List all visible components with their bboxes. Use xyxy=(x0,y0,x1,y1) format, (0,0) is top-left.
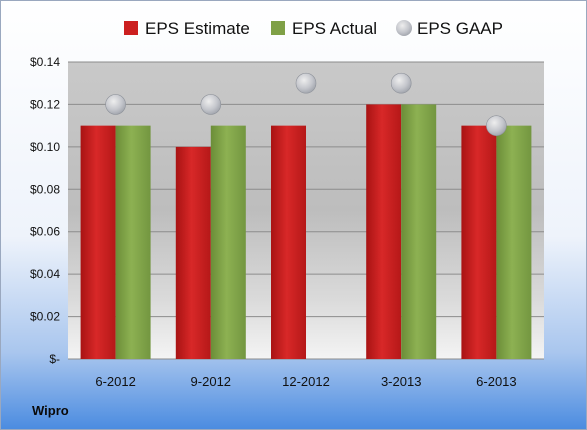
marker-eps-gaap-6-2013 xyxy=(486,115,507,136)
y-tick-label: $0.10 xyxy=(30,140,60,154)
y-tick-label: $0.14 xyxy=(30,55,60,69)
legend-label-eps-gaap: EPS GAAP xyxy=(417,19,503,38)
bar-eps-actual-6-2012 xyxy=(115,125,151,360)
x-category-label: 9-2012 xyxy=(191,374,231,389)
y-tick-label: $0.12 xyxy=(30,97,60,111)
x-category-label: 3-2013 xyxy=(381,374,421,389)
bar-eps-actual-9-2012 xyxy=(210,125,246,360)
gaap-markers xyxy=(105,72,507,136)
bar-eps-estimate-9-2012 xyxy=(175,146,211,359)
y-tick-label: $0.02 xyxy=(30,310,60,324)
y-tick-label: $0.08 xyxy=(30,182,60,196)
marker-eps-gaap-9-2012 xyxy=(200,94,222,115)
bar-eps-actual-3-2013 xyxy=(401,104,437,359)
bar-eps-estimate-6-2013 xyxy=(461,125,497,360)
bar-eps-estimate-6-2012 xyxy=(80,125,116,360)
y-axis-ticks: $- $0.02 $0.04 $0.06 $0.08 $0.10 $0.12 $0.14 xyxy=(30,55,60,366)
y-tick-label: $0.04 xyxy=(30,267,60,281)
legend-swatch-eps-gaap xyxy=(396,20,412,36)
legend-label-eps-actual: EPS Actual xyxy=(292,19,377,38)
y-tick-label: $- xyxy=(49,352,60,366)
legend-swatch-eps-estimate xyxy=(124,21,138,35)
bar-eps-estimate-3-2013 xyxy=(366,104,402,359)
y-tick-label: $0.06 xyxy=(30,225,60,239)
x-axis-labels: 6-2012 9-2012 12-2012 3-2013 6-2013 xyxy=(95,374,516,389)
x-category-label: 6-2012 xyxy=(95,374,135,389)
x-category-label: 6-2013 xyxy=(476,374,516,389)
company-name: Wipro xyxy=(32,403,69,418)
legend-label-eps-estimate: EPS Estimate xyxy=(145,19,250,38)
legend: EPS Estimate EPS Actual EPS GAAP xyxy=(124,19,503,38)
x-category-label: 12-2012 xyxy=(282,374,330,389)
bars xyxy=(80,104,532,360)
marker-eps-gaap-3-2013 xyxy=(390,72,412,94)
marker-eps-gaap-6-2012 xyxy=(105,94,126,115)
bar-eps-actual-6-2013 xyxy=(496,125,532,360)
marker-eps-gaap-12-2012 xyxy=(295,72,317,94)
bar-eps-estimate-12-2012 xyxy=(271,125,306,360)
legend-swatch-eps-actual xyxy=(271,21,285,35)
